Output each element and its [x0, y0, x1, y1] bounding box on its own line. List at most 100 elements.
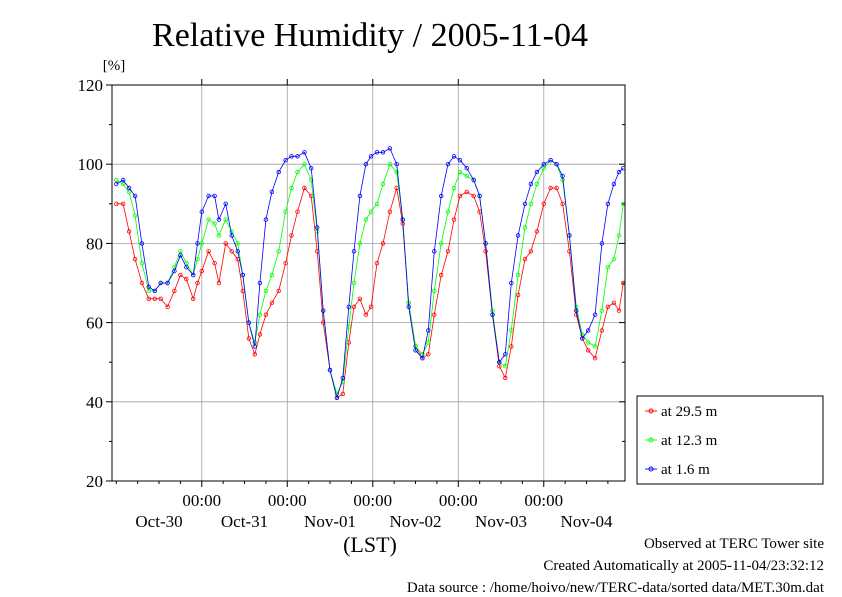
series-point: [158, 296, 163, 301]
series-point: [340, 375, 345, 381]
series-point: [252, 344, 257, 349]
series-point: [165, 280, 170, 286]
series-point: [302, 185, 307, 191]
series-point: [190, 272, 196, 278]
series-point: [340, 379, 345, 385]
legend-box: [636, 395, 824, 485]
series-point: [368, 209, 374, 214]
series-point: [592, 312, 598, 317]
series-point: [611, 257, 617, 262]
series-point: [503, 375, 508, 381]
series-point: [363, 161, 369, 167]
series-point: [509, 328, 514, 333]
plot-frame: [111, 84, 626, 482]
series-point: [509, 280, 514, 286]
series-point: [223, 241, 228, 246]
series-point: [212, 261, 217, 266]
series-group: [114, 146, 626, 400]
x-tick-time-label: 00:00: [439, 491, 478, 510]
series-point: [178, 272, 183, 278]
x-axis-label: (LST): [343, 532, 397, 557]
chart-title: Relative Humidity / 2005-11-04: [152, 17, 588, 54]
series-point: [534, 229, 540, 234]
series-point: [152, 296, 157, 301]
y-tick-label: 120: [78, 76, 104, 95]
series-point: [497, 360, 502, 365]
series-2: [114, 157, 626, 397]
series-point: [139, 280, 145, 286]
series-point: [263, 288, 269, 294]
series-point: [522, 257, 528, 262]
series-point: [276, 249, 281, 254]
series-point: [528, 181, 534, 187]
series-1: [114, 185, 626, 400]
series-point: [334, 395, 340, 400]
series-point: [380, 181, 386, 187]
series-point: [560, 173, 565, 179]
series-point: [548, 157, 553, 163]
series-point: [152, 288, 157, 294]
series-point: [586, 340, 591, 345]
series-point: [216, 233, 222, 238]
series-point: [206, 217, 211, 222]
x-date-label: Nov-01: [304, 512, 356, 531]
series-point: [611, 300, 617, 305]
series-point: [394, 169, 399, 175]
observed-site-note: Observed at TERC Tower site: [643, 536, 824, 552]
x-tick-time-label: 00:00: [268, 491, 307, 510]
series-point: [357, 193, 363, 199]
series-point: [257, 332, 263, 337]
series-point: [541, 201, 546, 206]
series-point: [351, 280, 357, 286]
series-point: [426, 340, 431, 345]
series-line: [116, 159, 624, 395]
series-point: [216, 217, 222, 222]
series-point: [146, 296, 151, 301]
series-point: [509, 344, 514, 349]
series-point: [126, 185, 132, 191]
series-point: [368, 304, 374, 309]
series-point: [363, 312, 369, 317]
series-point: [548, 185, 553, 191]
series-point: [132, 213, 138, 218]
series-point: [321, 308, 326, 313]
series-point: [599, 328, 605, 333]
series-point: [515, 292, 521, 298]
series-point: [432, 312, 437, 317]
legend-label: at 12.3 m: [661, 433, 718, 449]
series-point: [172, 268, 177, 274]
series-point: [269, 272, 275, 278]
series-point: [309, 165, 314, 171]
series-point: [580, 336, 585, 341]
series-point: [616, 233, 622, 238]
series-point: [490, 312, 495, 317]
series-point: [497, 364, 502, 369]
series-point: [560, 201, 565, 206]
series-point: [387, 146, 393, 151]
series-point: [457, 157, 463, 163]
series-point: [445, 249, 451, 254]
series-point: [586, 328, 591, 333]
series-point: [132, 193, 138, 199]
series-3: [114, 146, 626, 400]
series-point: [276, 169, 281, 175]
series-point: [406, 304, 411, 309]
series-point: [534, 169, 540, 175]
series-point: [503, 352, 508, 357]
series-point: [302, 150, 307, 155]
series-point: [195, 280, 200, 286]
series-point: [605, 201, 611, 206]
series-point: [599, 308, 605, 313]
x-date-label: Nov-02: [390, 512, 442, 531]
series-point: [483, 249, 488, 254]
legend-label: at 29.5 m: [661, 404, 718, 420]
series-point: [132, 257, 138, 262]
y-tick-label: 60: [86, 314, 103, 333]
series-point: [146, 284, 151, 290]
series-point: [269, 189, 275, 195]
series-point: [426, 328, 431, 333]
series-point: [139, 241, 145, 246]
series-point: [114, 201, 119, 206]
series-point: [309, 177, 314, 183]
